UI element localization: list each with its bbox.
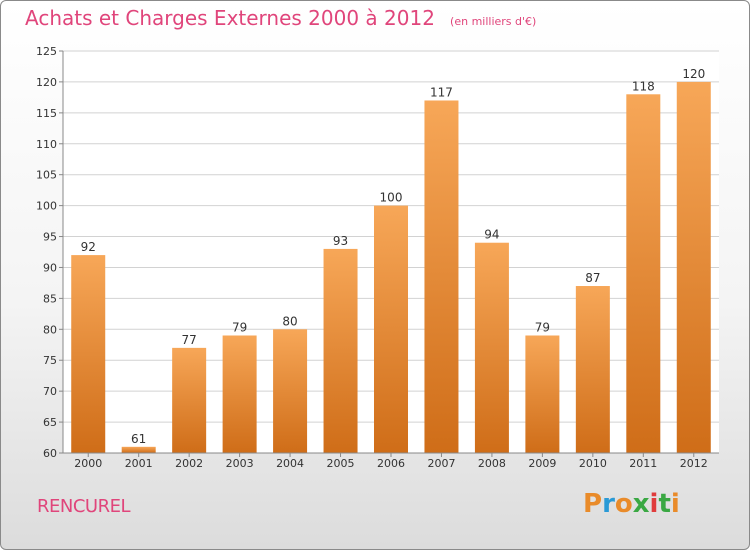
bar-2010	[575, 286, 610, 453]
data-label-2005: 93	[333, 234, 348, 248]
data-label-2007: 117	[430, 85, 453, 99]
x-tick-label-2000: 2000	[74, 457, 102, 470]
y-tick-label: 80	[43, 323, 57, 336]
logo-letter: x	[632, 489, 650, 519]
data-label-2002: 77	[182, 333, 197, 347]
logo-letter: r	[602, 489, 615, 519]
bar-2012	[676, 81, 711, 453]
y-tick-label: 125	[36, 45, 57, 58]
data-label-2008: 94	[484, 228, 499, 242]
x-tick-label-2005: 2005	[327, 457, 355, 470]
data-label-2012: 120	[682, 67, 705, 81]
data-label-2010: 87	[585, 271, 600, 285]
data-label-2000: 92	[81, 240, 96, 254]
bar-2011	[626, 94, 661, 454]
data-label-2009: 79	[535, 320, 550, 334]
logo-letter: o	[614, 489, 633, 519]
logo-letter: t	[658, 489, 671, 519]
bar-2001	[121, 446, 156, 453]
data-label-2006: 100	[380, 191, 403, 205]
x-tick-label-2001: 2001	[125, 457, 153, 470]
x-tick-label-2006: 2006	[377, 457, 405, 470]
logo-letter: i	[670, 489, 680, 519]
bar-2003	[222, 335, 257, 453]
bars: 92 61 77 79 80 93 100 117 94 79 87 118 120	[71, 67, 711, 454]
data-label-2001: 61	[131, 432, 146, 446]
data-label-2004: 80	[282, 314, 297, 328]
y-tick-label: 75	[43, 354, 57, 367]
y-tick-label: 60	[43, 447, 57, 460]
y-tick-label: 95	[43, 231, 57, 244]
y-tick-label: 115	[36, 107, 57, 120]
x-tick-label-2012: 2012	[680, 457, 708, 470]
data-label-2003: 79	[232, 320, 247, 334]
x-tick-label-2008: 2008	[478, 457, 506, 470]
logo-letter: i	[649, 489, 659, 519]
x-tick-label-2011: 2011	[629, 457, 657, 470]
proxiti-logo: Proxiti	[583, 489, 680, 519]
x-tick-label-2010: 2010	[579, 457, 607, 470]
title-row: Achats et Charges Externes 2000 à 2012 (…	[25, 6, 536, 30]
x-axis: 2000 2001 2002 2003 2004 2005 2006 2007 2008 2009…	[63, 452, 719, 470]
bar-2002	[172, 347, 207, 453]
bar-2005	[323, 248, 358, 453]
logo-letter: P	[583, 489, 603, 519]
y-tick-label: 110	[36, 138, 57, 151]
y-tick-label: 70	[43, 385, 57, 398]
x-tick-label-2007: 2007	[427, 457, 455, 470]
y-tick-label: 65	[43, 416, 57, 429]
x-tick-label-2009: 2009	[528, 457, 556, 470]
x-tick-label-2004: 2004	[276, 457, 304, 470]
commune-name: RENCUREL	[37, 496, 131, 517]
data-label-2011: 118	[632, 79, 655, 93]
bar-2004	[273, 329, 308, 453]
y-tick-label: 105	[36, 169, 57, 182]
bar-2008	[474, 242, 509, 453]
y-tick-label: 90	[43, 261, 57, 274]
y-tick-label: 120	[36, 76, 57, 89]
y-tick-label: 85	[43, 292, 57, 305]
chart-title: Achats et Charges Externes 2000 à 2012	[25, 6, 435, 30]
y-tick-label: 100	[36, 200, 57, 213]
chart-subtitle: (en milliers d'€)	[450, 15, 537, 28]
y-axis: 60 65 70 75 80 85 90 95 100 105 110 115 120 125	[36, 45, 64, 460]
x-tick-label-2002: 2002	[175, 457, 203, 470]
bar-2009	[525, 335, 560, 453]
x-tick-label-2003: 2003	[226, 457, 254, 470]
bar-2007	[424, 100, 459, 453]
bar-2006	[374, 205, 408, 453]
bar-2000	[71, 255, 106, 453]
